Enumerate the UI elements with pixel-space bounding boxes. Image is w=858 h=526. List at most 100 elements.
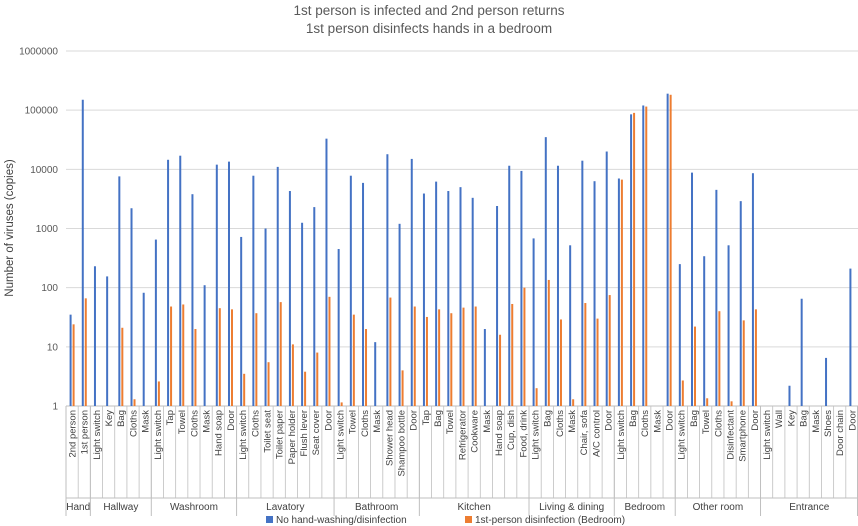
x-tick-label: Mask <box>141 410 152 433</box>
x-tick-label: Bag <box>799 410 810 427</box>
gridlines <box>66 50 858 407</box>
y-tick-label: 1 <box>52 402 58 413</box>
bar-bedroom-disinfection-lavatory-paper-holder <box>291 344 294 406</box>
group-label-lavatory: Lavatory <box>266 502 304 513</box>
x-tick-label: Door <box>665 410 676 431</box>
x-tick-label: Wall <box>774 410 785 428</box>
x-tick-label: Light switch <box>762 410 773 460</box>
bar-bedroom-disinfection-kitchen-hand-soap <box>499 334 502 406</box>
bar-bedroom-disinfection-living-dining-cloths <box>559 319 562 406</box>
x-tick-label: Cloths <box>128 410 139 437</box>
bar-no-disinfection-bathroom-light-switch <box>337 249 340 406</box>
bar-bedroom-disinfection-living-dining-a-c-control <box>596 318 599 406</box>
bar-bedroom-disinfection-living-dining-light-switch <box>535 388 538 406</box>
bar-bedroom-disinfection-hand-1st-person <box>84 298 87 406</box>
bar-no-disinfection-bedroom-bag <box>630 114 633 406</box>
bar-bedroom-disinfection-living-dining-mask <box>572 399 575 406</box>
bar-no-disinfection-kitchen-refrigerator <box>459 187 462 406</box>
group-label-living-dining: Living & dining <box>539 502 604 513</box>
x-tick-label: Light switch <box>153 410 164 460</box>
x-tick-label: Door <box>750 410 761 431</box>
bar-no-disinfection-entrance-door <box>849 268 852 406</box>
bar-bedroom-disinfection-hand-2nd-person <box>72 324 75 406</box>
bar-bedroom-disinfection-bathroom-cloths <box>365 329 368 406</box>
bar-bedroom-disinfection-kitchen-tap <box>425 316 428 406</box>
bar-no-disinfection-hand-2nd-person <box>69 314 72 406</box>
bar-no-disinfection-entrance-key <box>788 385 791 406</box>
bars <box>69 93 852 407</box>
bar-no-disinfection-other-room-disinfectant <box>727 245 730 406</box>
bar-no-disinfection-bathroom-cloths <box>362 182 365 406</box>
bar-bedroom-disinfection-bathroom-towel <box>352 314 355 406</box>
bar-no-disinfection-bathroom-shampoo-bottle <box>398 223 401 406</box>
x-tick-label: Paper holder <box>287 410 298 464</box>
x-tick-label: Towel <box>177 410 188 434</box>
x-tick-label: Mask <box>811 410 822 433</box>
x-tick-label: Mask <box>202 410 213 433</box>
bar-no-disinfection-hallway-bag <box>118 176 121 406</box>
bar-no-disinfection-living-dining-a-c-control <box>593 181 596 406</box>
bar-bedroom-disinfection-kitchen-refrigerator <box>462 307 465 406</box>
bar-no-disinfection-other-room-light-switch <box>678 264 681 406</box>
bar-no-disinfection-kitchen-mask <box>483 329 486 406</box>
group-label-entrance: Entrance <box>789 502 829 513</box>
bar-bedroom-disinfection-lavatory-toilet-paper <box>279 302 282 406</box>
group-label-kitchen: Kitchen <box>458 502 491 513</box>
bar-no-disinfection-living-dining-door <box>605 151 608 406</box>
bar-no-disinfection-washroom-hand-soap <box>215 164 218 406</box>
bar-bedroom-disinfection-lavatory-cloths <box>255 313 258 406</box>
group-label-bathroom: Bathroom <box>355 502 398 513</box>
x-tick-label: Light switch <box>677 410 688 460</box>
bar-no-disinfection-living-dining-chair-sofa <box>581 160 584 406</box>
bar-no-disinfection-lavatory-flush-lever <box>301 222 304 406</box>
x-tick-label: Shampoo bottle <box>396 410 407 477</box>
bar-bedroom-disinfection-bedroom-door <box>669 94 672 406</box>
bar-no-disinfection-other-room-towel <box>703 256 706 406</box>
bar-bedroom-disinfection-lavatory-light-switch <box>243 373 246 406</box>
bar-bedroom-disinfection-other-room-cloths <box>718 311 721 406</box>
bar-no-disinfection-kitchen-bag <box>435 181 438 406</box>
bar-no-disinfection-living-dining-light-switch <box>532 238 535 406</box>
x-tick-label: Flush lever <box>299 410 310 456</box>
bar-no-disinfection-bathroom-mask <box>374 342 377 406</box>
group-label-other-room: Other room <box>693 502 744 513</box>
bar-no-disinfection-lavatory-seat-cover <box>313 207 316 406</box>
bar-no-disinfection-other-room-smartphone <box>739 201 742 406</box>
bar-bedroom-disinfection-living-dining-chair-sofa <box>584 303 587 406</box>
x-tick-label: Chair, sofa <box>579 409 590 455</box>
x-tick-label: Cloths <box>189 410 200 437</box>
x-tick-label: Light switch <box>616 410 627 460</box>
bar-bedroom-disinfection-bathroom-shower-head <box>389 297 392 406</box>
bar-bedroom-disinfection-kitchen-bag <box>438 309 441 406</box>
bar-no-disinfection-kitchen-food-drink <box>520 170 523 406</box>
bar-bedroom-disinfection-kitchen-cup-dish <box>511 303 514 406</box>
bar-bedroom-disinfection-lavatory-toilet-seat <box>267 362 270 406</box>
x-tick-label: Cloths <box>640 410 651 437</box>
x-tick-label: Cup, dish <box>506 410 517 450</box>
bar-bedroom-disinfection-bedroom-light-switch <box>620 179 623 406</box>
x-tick-label: Mask <box>567 410 578 433</box>
bar-no-disinfection-washroom-towel <box>179 155 182 406</box>
bar-bedroom-disinfection-other-room-door <box>754 309 757 406</box>
bar-no-disinfection-hallway-key <box>106 276 109 406</box>
bar-no-disinfection-bathroom-towel <box>349 175 352 406</box>
group-label-bedroom: Bedroom <box>624 502 665 513</box>
x-tick-label: Shower head <box>384 410 395 466</box>
x-tick-label: Hand soap <box>214 410 225 456</box>
bar-no-disinfection-other-room-cloths <box>715 189 718 406</box>
bar-bedroom-disinfection-washroom-light-switch <box>157 381 160 406</box>
y-axis-ticks: 1 10 100 1000 10000 100000 1000000 <box>19 47 58 413</box>
x-tick-label: Towel <box>445 410 456 434</box>
x-tick-label: Disinfectant <box>725 410 736 460</box>
bar-bedroom-disinfection-washroom-hand-soap <box>218 308 221 406</box>
x-tick-label: Cloths <box>250 410 261 437</box>
bar-no-disinfection-living-dining-cloths <box>556 165 559 406</box>
legend-swatch-bedroom-disinfection <box>465 516 472 523</box>
y-tick-label: 1000 <box>36 224 59 235</box>
bar-bedroom-disinfection-bathroom-light-switch <box>340 402 343 406</box>
bar-no-disinfection-lavatory-light-switch <box>240 236 243 406</box>
bar-bedroom-disinfection-other-room-bag <box>694 326 697 406</box>
bar-no-disinfection-washroom-cloths <box>191 194 194 406</box>
legend-swatch-no-disinfection <box>266 516 273 523</box>
bar-no-disinfection-kitchen-cup-dish <box>508 165 511 406</box>
